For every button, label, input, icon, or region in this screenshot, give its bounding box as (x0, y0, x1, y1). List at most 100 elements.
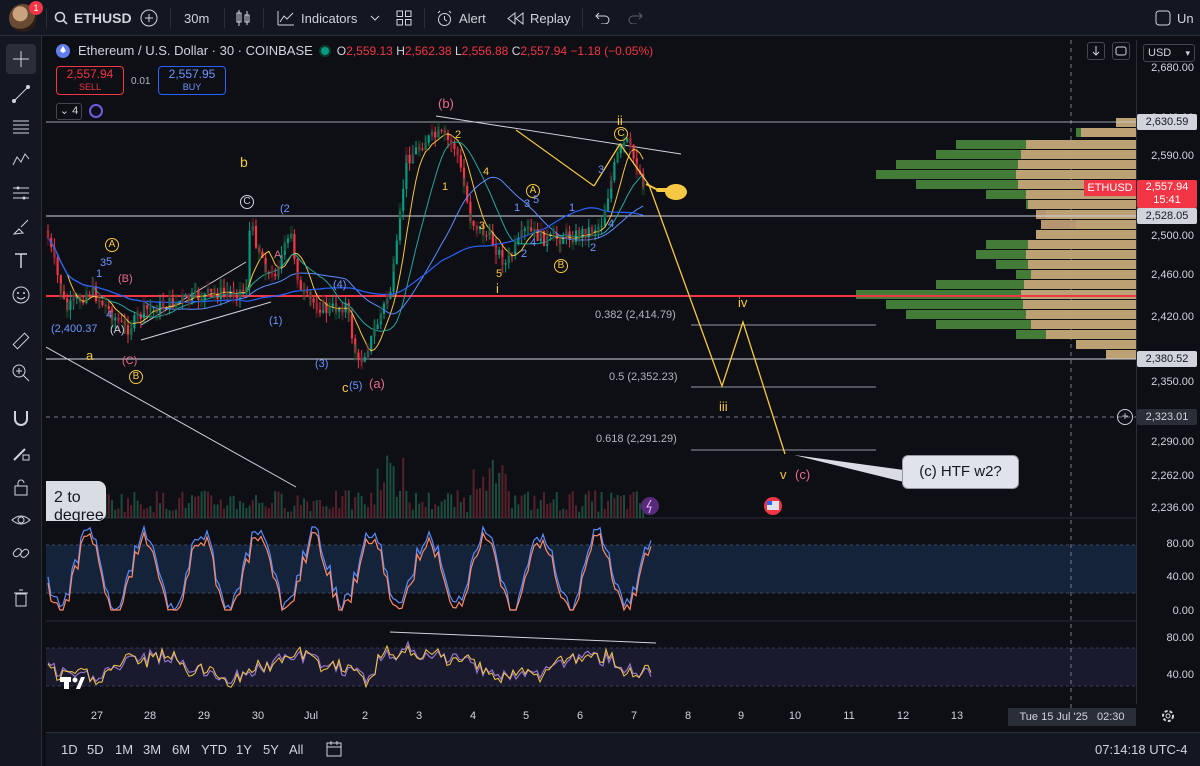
candle-body (466, 185, 469, 202)
publish-button[interactable]: Un (1155, 0, 1194, 36)
price-scale[interactable]: USD ▾ 2,680.002,640.002,590.002,540.002,… (1136, 40, 1200, 704)
forecast-tool[interactable] (6, 178, 36, 208)
volume-bar (383, 482, 385, 518)
range-button-6m[interactable]: 6M (172, 742, 191, 757)
ribbon (225, 283, 229, 300)
buy-button[interactable]: 2,557.95 BUY (158, 66, 226, 95)
ribbon (148, 300, 153, 317)
maximize-button[interactable] (1112, 42, 1130, 60)
ribbon (289, 225, 293, 242)
ribbon (302, 283, 306, 300)
magnet-tool[interactable] (6, 403, 36, 433)
range-button-1m[interactable]: 1M (115, 742, 134, 757)
lock-drawing-tool[interactable] (6, 438, 36, 468)
volume-bar (402, 457, 405, 518)
replay-button[interactable]: Replay (507, 0, 570, 36)
lightning-event-icon[interactable] (641, 497, 659, 515)
ribbon (155, 304, 159, 321)
range-button-1y[interactable]: 1Y (236, 742, 252, 757)
volume-bar (146, 508, 149, 518)
volume-bar (562, 508, 565, 518)
volume-bar (194, 496, 197, 518)
lock-tool[interactable] (6, 472, 36, 502)
symbol-title[interactable]: Ethereum / U.S. Dollar · 30 · COINBASE (78, 43, 313, 58)
crosshair-icon (13, 51, 29, 67)
volume-bar (370, 492, 373, 518)
interval-button[interactable]: 30m (184, 10, 210, 26)
volume-bar (376, 468, 379, 518)
ohlc-values: O2,559.13 H2,562.38 L2,556.88 C2,557.94 … (336, 43, 654, 58)
crosshair-tool[interactable] (6, 44, 36, 74)
redo-button[interactable] (628, 0, 643, 36)
measure-tool[interactable] (6, 326, 36, 356)
undo-button[interactable] (595, 0, 610, 36)
ribbon (545, 227, 549, 244)
pattern-tool[interactable] (6, 144, 36, 174)
emoji-tool[interactable] (6, 280, 36, 310)
time-tick: 6 (576, 710, 584, 722)
link-tool[interactable] (6, 538, 36, 568)
candle-body (459, 155, 462, 168)
range-button-1d[interactable]: 1D (61, 742, 78, 757)
volume-bar (482, 476, 485, 518)
chevron-down-icon[interactable] (370, 0, 380, 36)
subwave-label: 3 (524, 198, 531, 210)
indicators-collapse[interactable]: ⌄ 4 (56, 103, 82, 120)
volume-bar (213, 504, 216, 518)
indicators-button[interactable]: Indicators (277, 0, 357, 36)
range-button-all[interactable]: All (289, 742, 304, 757)
ribbon (244, 279, 249, 296)
volume-bar (511, 508, 513, 518)
vp-row-down (1028, 200, 1136, 209)
eye-icon (11, 515, 31, 525)
settings-icon[interactable] (1160, 708, 1176, 729)
candle-body (286, 238, 290, 244)
callout-label[interactable]: (c) HTF w2? (902, 455, 1019, 489)
volume-bar (117, 508, 120, 518)
chart-type-button[interactable] (235, 0, 251, 36)
volume-bar (232, 495, 235, 518)
divider (170, 8, 171, 28)
date-range-button[interactable] (325, 740, 343, 763)
price-chart[interactable] (46, 40, 1136, 732)
search-icon (54, 11, 68, 25)
volume-bar (431, 508, 433, 518)
clock-label[interactable]: 07:14:18 UTC-4 (1095, 742, 1188, 757)
remove-drawings-tool[interactable] (6, 583, 36, 613)
visibility-tool[interactable] (6, 505, 36, 535)
symbol-search[interactable]: ETHUSD (54, 0, 132, 36)
volume-bar (610, 492, 613, 518)
candle-body (133, 314, 136, 329)
currency-select[interactable]: USD ▾ (1143, 44, 1195, 62)
range-button-ytd[interactable]: YTD (201, 742, 227, 757)
alert-button[interactable]: Alert (436, 0, 486, 36)
volume-bar (319, 500, 321, 518)
volume-bar (123, 511, 126, 518)
brush-tool[interactable] (6, 212, 36, 242)
templates-button[interactable] (396, 0, 412, 36)
volume-bar (408, 502, 411, 518)
subwave-label: 1 (442, 181, 449, 193)
text-tool[interactable] (6, 246, 36, 276)
trendline-tool[interactable] (6, 79, 36, 109)
scroll-to-end-button[interactable] (1087, 42, 1105, 60)
fib-tool[interactable] (6, 112, 36, 142)
price-tag-2380: 2,380.52 (1137, 351, 1197, 367)
volume-bar (613, 498, 616, 518)
volume-bar (533, 495, 536, 518)
volume-bar (325, 506, 328, 518)
note-label[interactable]: 2 to degree (46, 481, 106, 521)
ribbon (315, 301, 319, 318)
volume-bar (530, 509, 533, 518)
range-button-5d[interactable]: 5D (87, 742, 104, 757)
compare-button[interactable] (140, 0, 158, 36)
volume-bar (280, 493, 283, 518)
sell-button[interactable]: 2,557.94 SELL (56, 66, 124, 95)
zoom-tool[interactable] (6, 358, 36, 388)
volume-bar (322, 506, 325, 518)
add-alert-icon[interactable]: + (1117, 409, 1133, 425)
range-button-3m[interactable]: 3M (143, 742, 162, 757)
range-button-5y[interactable]: 5Y (263, 742, 279, 757)
candle-body (82, 301, 85, 304)
vp-row-down (1031, 320, 1136, 329)
